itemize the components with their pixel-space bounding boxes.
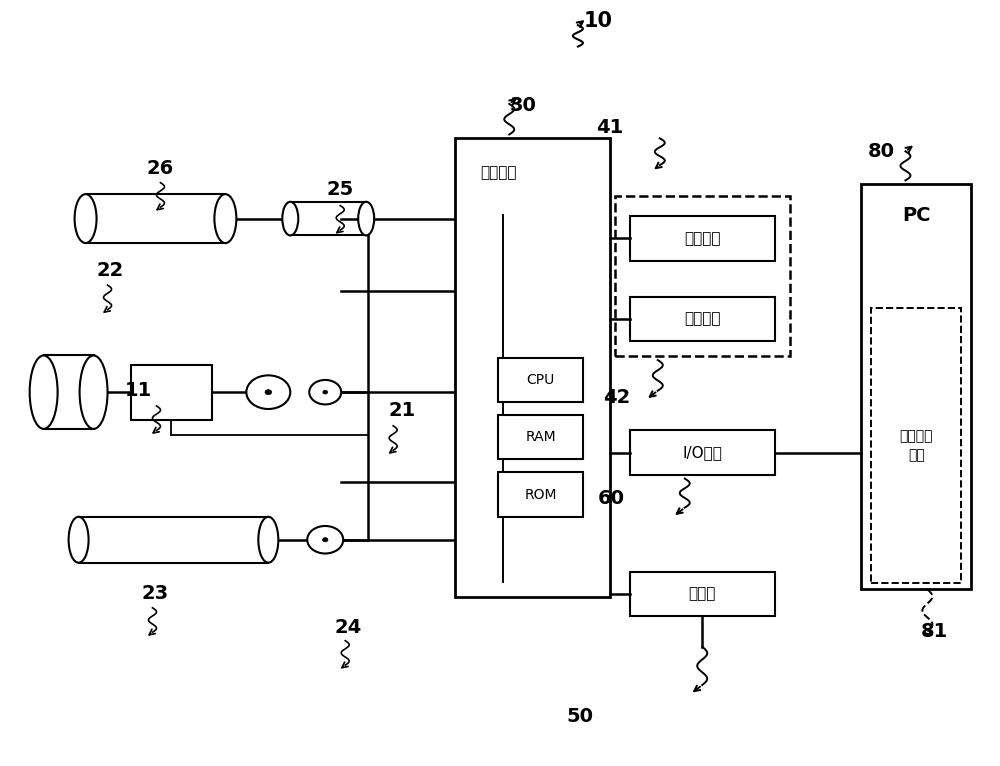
FancyBboxPatch shape (44, 355, 94, 429)
Text: 21: 21 (389, 401, 416, 420)
Text: 11: 11 (125, 381, 152, 400)
Text: 显示面板: 显示面板 (684, 311, 720, 326)
Ellipse shape (80, 355, 108, 429)
Circle shape (246, 375, 290, 409)
FancyBboxPatch shape (498, 358, 583, 402)
FancyBboxPatch shape (86, 194, 225, 243)
Ellipse shape (30, 355, 58, 429)
Text: 操作面板: 操作面板 (684, 231, 720, 246)
Ellipse shape (214, 194, 236, 243)
FancyBboxPatch shape (871, 308, 961, 584)
Circle shape (323, 538, 328, 542)
Text: 41: 41 (596, 118, 623, 137)
Circle shape (323, 391, 328, 394)
Text: 42: 42 (603, 388, 630, 408)
FancyBboxPatch shape (131, 365, 212, 420)
FancyBboxPatch shape (290, 201, 366, 235)
Ellipse shape (75, 194, 97, 243)
FancyBboxPatch shape (630, 572, 775, 616)
Circle shape (307, 526, 343, 554)
FancyBboxPatch shape (861, 184, 971, 590)
Text: PC: PC (902, 205, 931, 224)
Text: 23: 23 (142, 584, 169, 603)
Ellipse shape (358, 201, 374, 235)
Text: 81: 81 (921, 623, 948, 641)
Text: 22: 22 (97, 260, 124, 280)
Text: 50: 50 (566, 706, 593, 725)
Text: 24: 24 (335, 618, 362, 637)
Text: 读卡器: 读卡器 (689, 587, 716, 601)
Text: I/O电路: I/O电路 (682, 445, 722, 460)
Text: CPU: CPU (526, 373, 555, 387)
FancyBboxPatch shape (455, 139, 610, 597)
Text: 60: 60 (597, 489, 624, 509)
FancyBboxPatch shape (498, 415, 583, 460)
Text: RAM: RAM (525, 430, 556, 444)
FancyBboxPatch shape (630, 430, 775, 475)
Text: ROM: ROM (524, 488, 557, 502)
FancyBboxPatch shape (630, 216, 775, 260)
Text: 10: 10 (583, 11, 612, 31)
Text: 打印机驱
动器: 打印机驱 动器 (900, 429, 933, 463)
FancyBboxPatch shape (630, 296, 775, 341)
FancyBboxPatch shape (498, 473, 583, 517)
FancyBboxPatch shape (79, 517, 268, 563)
Circle shape (309, 380, 341, 404)
Text: 控制电路: 控制电路 (480, 165, 517, 180)
Text: 30: 30 (510, 97, 536, 116)
Text: 80: 80 (868, 142, 895, 162)
Ellipse shape (258, 517, 278, 563)
Text: 26: 26 (147, 159, 174, 178)
FancyBboxPatch shape (615, 195, 790, 356)
Ellipse shape (282, 201, 298, 235)
Text: 25: 25 (327, 181, 354, 199)
Ellipse shape (69, 517, 89, 563)
Circle shape (265, 390, 272, 394)
